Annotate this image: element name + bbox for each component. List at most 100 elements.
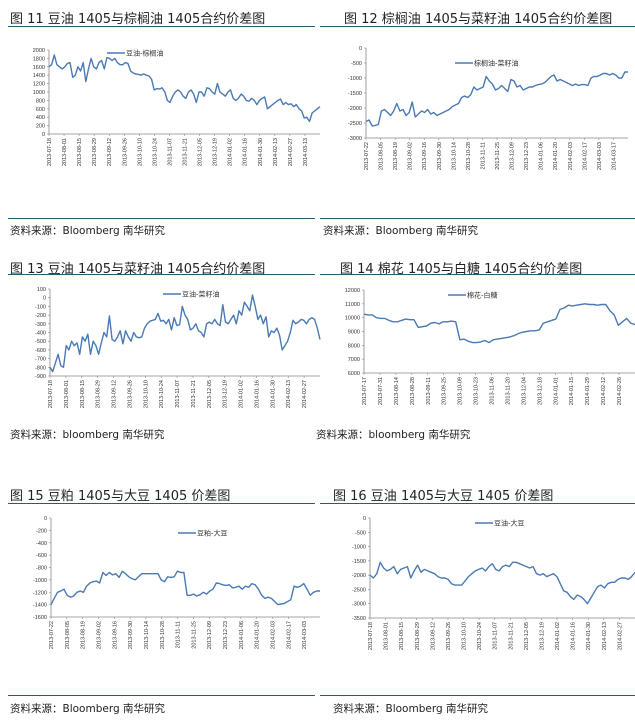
x-tick-label: 2013-12-19 <box>223 380 229 408</box>
x-tick-label: 2013-10-28 <box>466 142 472 170</box>
y-tick-label: 200 <box>36 124 45 130</box>
x-tick-label: 2014-03-03 <box>597 142 603 170</box>
x-tick-label: 2013-11-07 <box>493 622 499 650</box>
y-tick-label: 0 <box>42 132 45 138</box>
y-tick-label: 11000 <box>345 302 360 308</box>
x-tick-label: 2013-09-12 <box>430 622 436 650</box>
y-tick-label: 1200 <box>33 82 45 88</box>
y-tick-label: -1600 <box>33 615 47 621</box>
x-tick-label: 2014-03-03 <box>302 621 308 649</box>
x-tick-label: 2014-01-02 <box>555 622 561 650</box>
x-tick-label: 2013-08-29 <box>92 138 98 166</box>
y-tick-label: -100 <box>35 304 46 310</box>
x-tick-label: 2013-08-19 <box>393 142 399 170</box>
legend-label: 豆油-大豆 <box>494 519 525 528</box>
chart-11: 2000180016001400120010008006004002000201… <box>33 48 321 166</box>
source-rule <box>320 695 635 696</box>
x-tick-label: 2013-08-15 <box>80 380 86 408</box>
x-tick-label: 2013-12-09 <box>510 142 516 170</box>
title-rule <box>320 274 635 275</box>
x-tick-label: 2014-01-06 <box>539 142 545 170</box>
title-rule <box>320 26 635 27</box>
x-tick-label: 2014-01-16 <box>254 380 260 408</box>
chart-16-title: 图 16 豆油 1405与大豆 1405 价差图 <box>333 489 554 504</box>
y-tick-label: -500 <box>35 339 46 345</box>
y-tick-label: -1500 <box>348 91 362 97</box>
y-tick-label: -1400 <box>33 603 47 609</box>
x-tick-label: 2013-10-10 <box>137 138 143 166</box>
x-tick-label: 2014-02-17 <box>286 621 292 649</box>
x-tick-label: 2013-07-22 <box>49 621 55 649</box>
x-tick-label: 2013-10-10 <box>462 622 468 650</box>
source-note: 资料来源：bloomberg 南华研究 <box>10 429 165 441</box>
y-tick-label: -600 <box>36 553 47 559</box>
source-rule <box>320 218 635 219</box>
x-tick-label: 2013-07-18 <box>368 622 374 650</box>
x-tick-label: 2013-08-01 <box>64 380 70 408</box>
x-tick-label: 2013-12-05 <box>198 138 204 166</box>
chart-12-title: 图 12 棕榈油 1405与菜籽油 1405合约价差图 <box>344 12 613 27</box>
x-tick-label: 2013-11-25 <box>191 621 197 649</box>
y-tick-label: 1600 <box>33 65 45 71</box>
x-tick-label: 2013-07-18 <box>48 380 54 408</box>
x-tick-label: 2013-12-23 <box>524 142 530 170</box>
y-tick-label: 400 <box>36 115 45 121</box>
chart-11-title: 图 11 豆油 1405与棕榈油 1405合约价差图 <box>10 12 266 27</box>
x-tick-label: 2013-08-15 <box>399 622 405 650</box>
chart-15: 0-200-400-600-800-1000-1200-1400-1600201… <box>33 516 320 649</box>
y-tick-label: -2500 <box>348 121 362 127</box>
x-tick-label: 2013-08-29 <box>96 380 102 408</box>
x-tick-label: 2013-12-09 <box>207 621 213 649</box>
x-tick-label: 2013-08-15 <box>77 138 83 166</box>
x-tick-label: 2014-02-13 <box>602 622 608 650</box>
y-tick-label: -900 <box>35 374 46 380</box>
x-tick-label: 2014-01-30 <box>258 138 264 166</box>
x-tick-label: 2013-08-01 <box>384 622 390 650</box>
y-tick-label: -2000 <box>352 573 366 579</box>
x-tick-label: 2014-01-29 <box>585 377 591 405</box>
chart-12: 0 -500 -1000 -1500 -2000 -2500 -30002013-07-22… <box>348 46 628 170</box>
y-tick-label: -500 <box>351 61 362 67</box>
x-tick-label: 2013-10-23 <box>474 377 480 405</box>
y-tick-label: -3000 <box>352 602 366 608</box>
x-tick-label: 2013-10-24 <box>152 138 158 166</box>
series-line <box>50 570 320 606</box>
x-tick-label: 2014-02-27 <box>617 622 623 650</box>
x-tick-label: 2013-10-14 <box>144 621 150 649</box>
y-tick-label: -300 <box>35 322 46 328</box>
y-tick-label: 1800 <box>33 56 45 62</box>
y-tick-label: 8000 <box>348 343 360 349</box>
x-tick-label: 2013-11-20 <box>505 377 511 405</box>
x-tick-label: 2014-02-13 <box>286 380 292 408</box>
y-tick-label: 12000 <box>345 288 360 294</box>
legend-label: 豆油-菜籽油 <box>182 290 220 299</box>
x-tick-label: 2014-01-02 <box>228 138 234 166</box>
x-tick-label: 2014-01-20 <box>255 621 261 649</box>
source-note: 资料来源：bloomberg 南华研究 <box>316 429 471 441</box>
x-tick-label: 2013-09-25 <box>442 377 448 405</box>
x-tick-label: 2013-09-02 <box>96 621 102 649</box>
series-line <box>49 294 321 373</box>
x-tick-label: 2014-03-13 <box>303 138 309 166</box>
y-tick-label: -1000 <box>352 545 366 551</box>
y-tick-label: 0 <box>44 516 47 522</box>
x-tick-label: 2013-10-24 <box>159 380 165 408</box>
y-tick-label: -3500 <box>352 616 366 622</box>
x-tick-label: 2014-01-02 <box>239 380 245 408</box>
x-tick-label: 2013-11-07 <box>167 138 173 166</box>
x-tick-label: 2013-09-11 <box>426 377 432 405</box>
y-tick-label: -200 <box>36 528 47 534</box>
y-tick-label: -1000 <box>33 578 47 584</box>
x-tick-label: 2014-02-26 <box>617 377 623 405</box>
y-tick-label: 0 <box>363 516 366 522</box>
x-tick-label: 2013-11-21 <box>508 622 514 650</box>
chart-13: 100 0 -100 -200 -300 -400 -500 -600 -700 -800 -900… <box>35 287 321 408</box>
x-tick-label: 2013-08-28 <box>410 377 416 405</box>
x-tick-label: 2013-09-26 <box>127 380 133 408</box>
x-tick-label: 2014-01-16 <box>243 138 249 166</box>
y-tick-label: 6000 <box>348 371 360 377</box>
x-tick-label: 2014-01-30 <box>270 380 276 408</box>
y-tick-label: 9000 <box>348 330 360 336</box>
